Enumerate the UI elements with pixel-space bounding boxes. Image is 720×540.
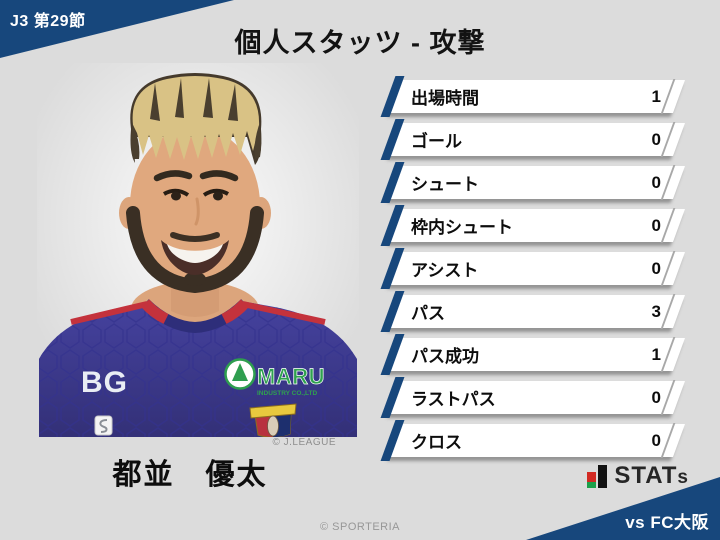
jersey-sponsor-maru-subtext: INDUSTRY CO.,LTD (257, 390, 317, 397)
page-title: 個人スタッツ - 攻撃 (234, 28, 486, 58)
stat-label: 枠内シュート (411, 218, 513, 237)
player-face (119, 73, 271, 294)
sporteria-credit: © SPORTERIA (319, 521, 401, 533)
jersey-sponsor-bg: BG (81, 366, 128, 399)
stat-value: 1 (651, 344, 661, 364)
stat-value: 0 (651, 387, 661, 407)
stat-row: クロス 0 (388, 424, 686, 457)
stat-value: 0 (651, 258, 661, 278)
stat-label: アシスト (411, 261, 479, 280)
competition-badge-label: J3 第29節 (10, 13, 86, 30)
stat-row: ラストパス 0 (388, 381, 686, 414)
stat-row: パス成功 1 (388, 338, 686, 371)
club-crest (249, 403, 297, 437)
jersey (39, 299, 357, 437)
stat-value: 0 (651, 129, 661, 149)
stat-label: 出場時間 (411, 89, 479, 108)
stat-label: クロス (411, 433, 462, 452)
stat-value: 1 (651, 86, 661, 106)
stats-logo: STATs (587, 462, 689, 489)
jersey-sponsor-maru-text: MARU (257, 364, 325, 389)
stat-row: ゴール 0 (388, 123, 686, 156)
stat-row: パス 3 (388, 295, 686, 328)
stat-value: 3 (651, 301, 661, 321)
stats-logo-text: STATs (614, 462, 689, 489)
stat-row: 枠内シュート 0 (388, 209, 686, 242)
stat-label: ゴール (411, 132, 462, 151)
opponent-label: vs FC大阪 (625, 513, 709, 532)
jersey-maker-logo (94, 415, 113, 436)
stat-row: アシスト 0 (388, 252, 686, 285)
stat-row: 出場時間 1 (388, 80, 686, 113)
stat-value: 0 (651, 215, 661, 235)
stat-label: ラストパス (411, 390, 496, 409)
player-name: 都並 優太 (112, 459, 268, 491)
photo-credit: © J.LEAGUE (272, 437, 336, 448)
bar-chart-icon (587, 465, 608, 489)
stat-label: シュート (411, 175, 479, 194)
player-photo: BG MARU INDUSTRY CO.,LTD (37, 63, 359, 437)
stat-value: 0 (651, 172, 661, 192)
jersey-sponsor-maru-logo: MARU INDUSTRY CO.,LTD (224, 358, 325, 397)
stat-label: パス (411, 304, 445, 323)
stat-value: 0 (651, 430, 661, 450)
stats-list: 出場時間 1 ゴール 0 シュート 0 枠内シュート 0 アシスト 0 (388, 80, 686, 467)
stat-label: パス成功 (411, 347, 479, 366)
stat-row: シュート 0 (388, 166, 686, 199)
